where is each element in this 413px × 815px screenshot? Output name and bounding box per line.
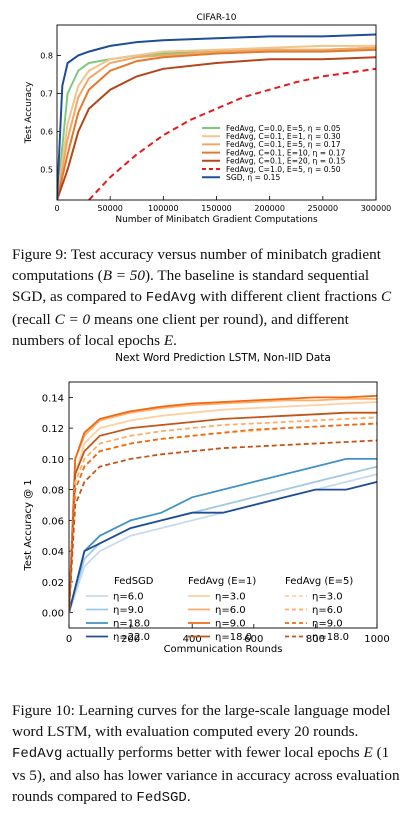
figure9-caption-text: means one client per round), and differe… [12, 311, 349, 349]
series-line [88, 67, 376, 200]
x-tick-label: 250000 [308, 204, 339, 213]
x-axis-label: Communication Rounds [164, 644, 283, 655]
series-line [69, 394, 377, 613]
figure9-caption-text: Test accuracy versus number of minibatch… [12, 246, 381, 284]
legend-group-title: FedAvg (E=5) [285, 576, 353, 587]
y-tick-label: 0.6 [40, 128, 53, 137]
y-tick-label: 0.12 [42, 424, 64, 435]
figure9-caption-label: Figure 9: [12, 246, 68, 263]
series-line [69, 411, 377, 613]
legend-group-title: FedAvg (E=1) [188, 576, 256, 587]
x-tick-label: 800 [306, 634, 325, 645]
figure9-caption-text: ). The baseline is standard sequential S… [12, 267, 370, 305]
legend-entry: η=6.0 [113, 592, 144, 603]
legend-entry: FedAvg, C=1.0, E=5, η = 0.50 [226, 165, 341, 174]
figure9-caption-c: C [381, 288, 392, 305]
x-tick-label: 600 [244, 634, 263, 645]
series-line [69, 398, 377, 613]
series-line [69, 481, 377, 613]
x-tick-label: 0 [66, 634, 72, 645]
y-tick-label: 0.00 [42, 609, 64, 620]
chart-title: Next Word Prediction LSTM, Non-IID Data [115, 352, 331, 364]
x-tick-label: 200000 [254, 204, 285, 213]
series-line [57, 44, 376, 200]
figure9-caption-text: . [173, 332, 177, 349]
legend-entry: FedAvg, C=0.0, E=5, η = 0.05 [226, 124, 341, 133]
figure10-caption-label: Figure 10: [12, 702, 75, 719]
figure9-chart: CIFAR-10 Number of Minibatch Gradient Com… [24, 13, 392, 225]
series-line [57, 33, 376, 200]
legend-entry: η=3.0 [215, 592, 246, 603]
series-line [69, 416, 377, 613]
legend-entry: η=22.0 [113, 632, 150, 643]
x-tick-label: 0 [54, 204, 59, 213]
x-tick-label: 1000 [364, 634, 389, 645]
x-axis-label: Number of Minibatch Gradient Computation… [115, 215, 318, 225]
legend-entry: η=6.0 [312, 605, 343, 616]
x-tick-label: 300000 [361, 204, 392, 213]
legend-entry: SGD, η = 0.15 [226, 173, 280, 182]
series-line [69, 458, 377, 613]
legend-entry: η=9.0 [215, 619, 246, 630]
legend-entry: FedAvg, C=0.1, E=10, η = 0.17 [226, 148, 346, 157]
figure10-caption-code: FedAvg [12, 746, 63, 762]
y-tick-label: 0.5 [40, 166, 53, 175]
y-tick-label: 0.10 [42, 455, 64, 466]
legend-entry: FedAvg, C=0.1, E=1, η = 0.30 [226, 132, 341, 141]
x-tick-label: 200 [121, 634, 140, 645]
legend-entry: FedAvg, C=0.1, E=20, η = 0.15 [226, 157, 346, 166]
series-line [69, 422, 377, 613]
series-line [69, 401, 377, 613]
x-tick-label: 50000 [97, 204, 122, 213]
series-line [57, 48, 376, 200]
figure10-caption-text: Learning curves for the large-scale lang… [12, 702, 391, 740]
legend-entry: η=9.0 [113, 605, 144, 616]
legend-group-title: FedSGD [114, 576, 154, 587]
legend-entry: η=9.0 [312, 619, 343, 630]
y-tick-label: 0.08 [42, 486, 64, 497]
plot-frame [68, 381, 378, 629]
x-tick-label: 150000 [201, 204, 232, 213]
legend-entry: η=18.0 [113, 619, 150, 630]
y-tick-label: 0.14 [42, 393, 64, 404]
series-line [69, 465, 377, 613]
figure9-caption-c0: C = 0 [54, 311, 91, 328]
figure10-caption-text: . [186, 788, 191, 805]
y-tick-label: 0.06 [42, 516, 64, 527]
y-axis-label: Test Accuracy [24, 81, 34, 144]
chart-title: CIFAR-10 [196, 13, 236, 23]
series-group [69, 394, 377, 613]
figure10-caption-text: (1 vs 5), and also has lower variance in… [12, 744, 400, 805]
series-group [57, 33, 376, 200]
figure10-caption-e: E [363, 744, 373, 761]
figure9-caption-e: E [163, 332, 174, 349]
figure9-caption-text: (recall [12, 311, 55, 328]
x-tick-label: 400 [183, 634, 202, 645]
legend-entry: η=18.0 [215, 632, 252, 643]
x-tick-label: 100000 [148, 204, 179, 213]
series-line [69, 473, 377, 613]
legend-entry: η=6.0 [215, 605, 246, 616]
figure9-caption: Figure 9: Test accuracy versus number of… [12, 244, 404, 351]
legend-entry: FedAvg, C=0.1, E=5, η = 0.17 [226, 140, 341, 149]
series-line [69, 439, 377, 613]
figure9-caption-b: B = 50 [102, 267, 145, 284]
y-tick-label: 0.8 [40, 51, 53, 60]
y-axis-label: Test Accuracy @ 1 [23, 479, 34, 571]
legend-entry: η=3.0 [312, 592, 343, 603]
figure9-caption-text: with different client fractions [196, 288, 382, 305]
y-tick-label: 0.04 [42, 547, 64, 558]
y-tick-label: 0.02 [42, 578, 64, 589]
figure10-caption-code: FedSGD [136, 790, 187, 806]
y-tick-label: 0.7 [40, 89, 53, 98]
figure9-caption-code: FedAvg [145, 290, 197, 306]
figure10-caption-text: actually performs better with fewer loca… [62, 744, 364, 761]
plot-frame [56, 24, 377, 201]
figure10-caption: Figure 10: Learning curves for the large… [12, 700, 404, 809]
series-line [57, 56, 376, 200]
figure10-chart: Next Word Prediction LSTM, Non-IID Data C… [23, 352, 390, 655]
series-line [57, 46, 376, 200]
legend-entry: η=18.0 [312, 632, 349, 643]
